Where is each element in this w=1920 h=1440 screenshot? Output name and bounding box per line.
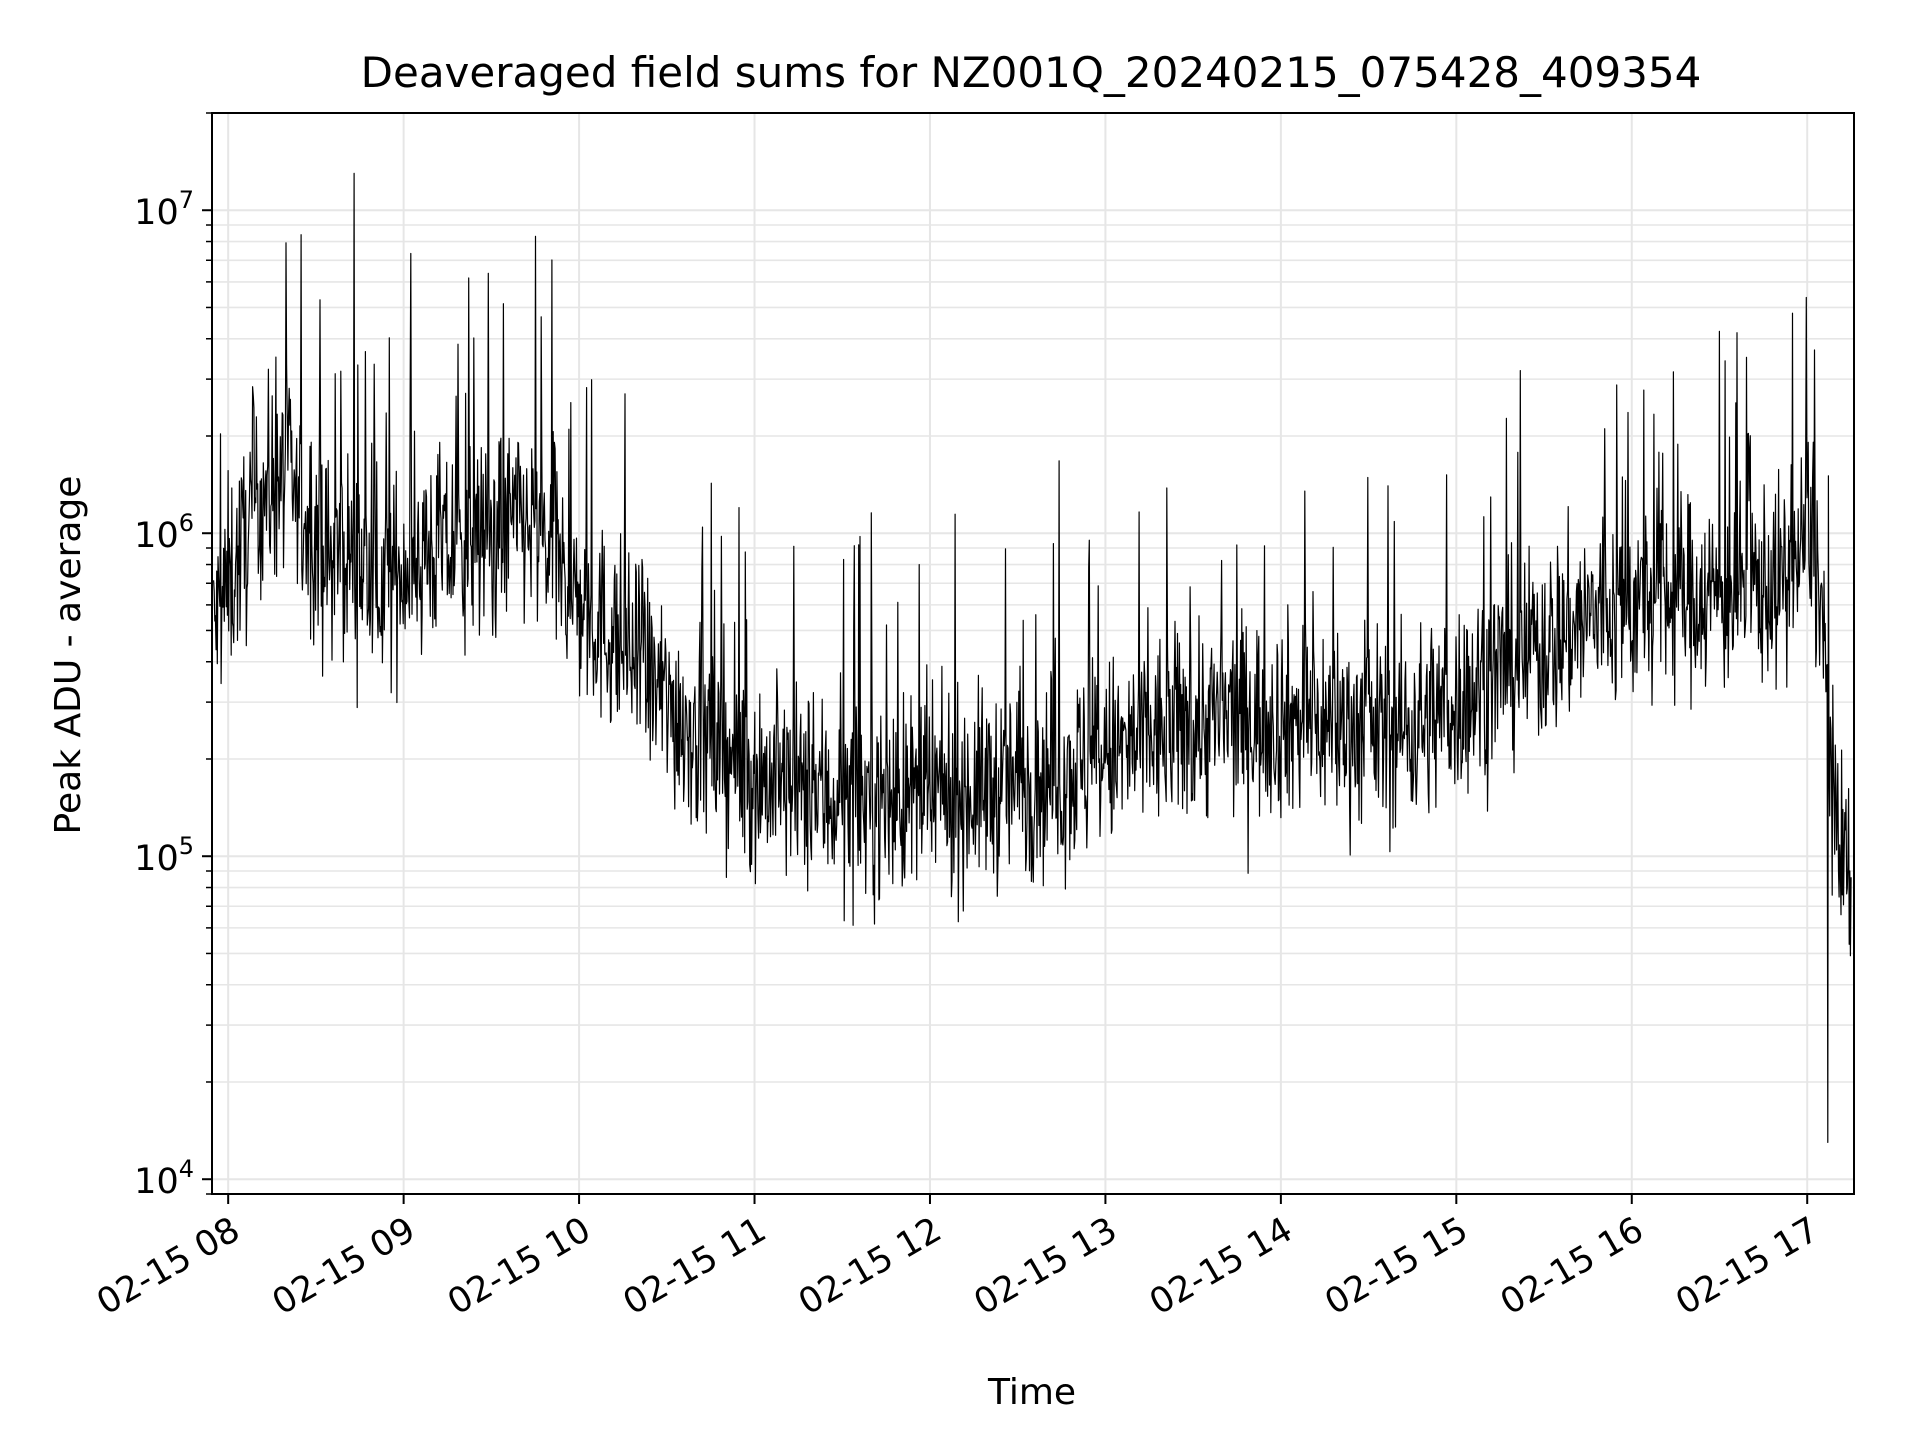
y-tick-label: 106 xyxy=(134,509,194,556)
plot-area xyxy=(213,172,1852,1143)
y-tick-label: 105 xyxy=(134,832,194,879)
y-tick-label: 104 xyxy=(134,1155,194,1202)
chart-title: Deaveraged field sums for NZ001Q_2024021… xyxy=(361,48,1702,97)
y-axis: 104 105 106 107 xyxy=(134,112,212,1202)
y-axis-label: Peak ADU - average xyxy=(48,476,89,835)
series-line xyxy=(213,172,1852,1143)
y-tick-label: 107 xyxy=(134,186,194,233)
plot-frame xyxy=(211,112,1855,1195)
x-axis-label: Time xyxy=(987,1372,1076,1413)
